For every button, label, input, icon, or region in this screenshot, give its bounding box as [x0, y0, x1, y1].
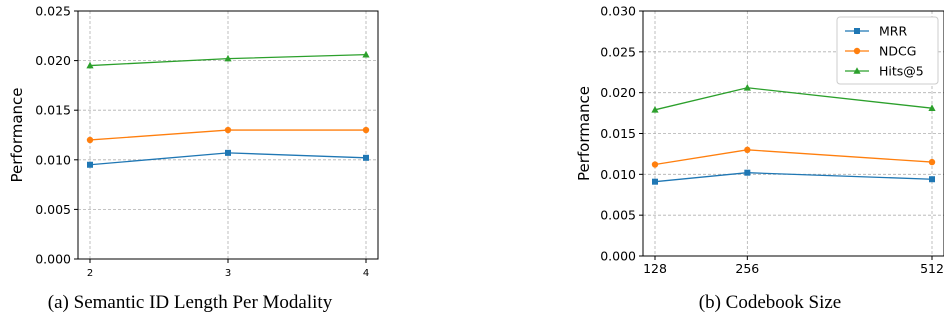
data-point-mrr	[87, 161, 93, 168]
x-tick-label: 512	[920, 261, 944, 276]
data-point-ndcg	[928, 158, 936, 166]
subfigure-caption: (b) Codebook Size	[699, 292, 841, 313]
data-point-mrr	[929, 176, 935, 183]
y-tick-label: 0.015	[35, 103, 71, 118]
legend: MRR NDCG Hits@5	[836, 16, 939, 85]
y-axis-label: Performance	[575, 86, 593, 181]
subfigure-caption: (a) Semantic ID Length Per Modality	[48, 292, 333, 313]
data-point-hits5	[928, 104, 936, 111]
legend-marker	[853, 67, 861, 74]
legend-label: NDCG	[879, 44, 916, 59]
data-point-ndcg	[744, 146, 751, 154]
y-tick-label: 0.010	[35, 152, 71, 167]
y-tick-label: 0.020	[600, 85, 636, 100]
y-tick-label: 0.005	[35, 202, 71, 217]
y-tick-label: 0.015	[600, 126, 636, 141]
x-tick-label: 2	[87, 268, 93, 279]
y-tick-label: 0.000	[35, 252, 71, 267]
data-point-mrr	[744, 169, 751, 176]
data-point-ndcg	[224, 126, 232, 134]
legend-marker	[853, 47, 861, 55]
data-point-hits5	[651, 106, 659, 113]
data-point-mrr	[225, 149, 231, 156]
legend-label: Hits@5	[879, 64, 924, 79]
y-tick-label: 0.025	[35, 4, 71, 19]
data-point-ndcg	[651, 161, 659, 168]
y-tick-label: 0.005	[600, 208, 636, 223]
legend-label: MRR	[879, 24, 907, 39]
x-tick-label: 4	[363, 268, 369, 279]
chart-panel-2: 0.000 0.005 0.010 0.015 0.020 0.025 0.030 128 25…	[575, 4, 944, 313]
x-tick-label: 3	[225, 268, 231, 279]
data-point-hits5	[86, 61, 94, 69]
legend-marker	[854, 28, 860, 34]
y-tick-label: 0.020	[35, 53, 71, 68]
data-point-hits5	[224, 54, 232, 62]
y-tick-label: 0.025	[600, 44, 636, 59]
data-point-ndcg	[86, 136, 94, 144]
series-line-ndcg	[654, 149, 933, 166]
y-tick-label: 0.000	[600, 249, 636, 264]
data-point-mrr	[363, 154, 369, 161]
x-tick-label: 256	[735, 261, 759, 276]
legend-box	[836, 16, 939, 85]
chart-panel-1: 0.000 0.005 0.010 0.015 0.020 0.025 2 3 4 Perform…	[8, 4, 379, 313]
plot-frame	[77, 10, 379, 260]
data-point-hits5	[743, 83, 751, 91]
y-tick-label: 0.030	[600, 4, 636, 19]
series-line-hits5	[654, 87, 933, 111]
data-point-ndcg	[362, 126, 370, 134]
y-tick-label: 0.010	[600, 167, 636, 182]
x-tick-label: 128	[643, 261, 667, 276]
plot-frame	[642, 10, 944, 257]
y-axis-label: Performance	[8, 87, 26, 182]
data-point-hits5	[362, 50, 370, 58]
data-point-mrr	[652, 178, 658, 185]
